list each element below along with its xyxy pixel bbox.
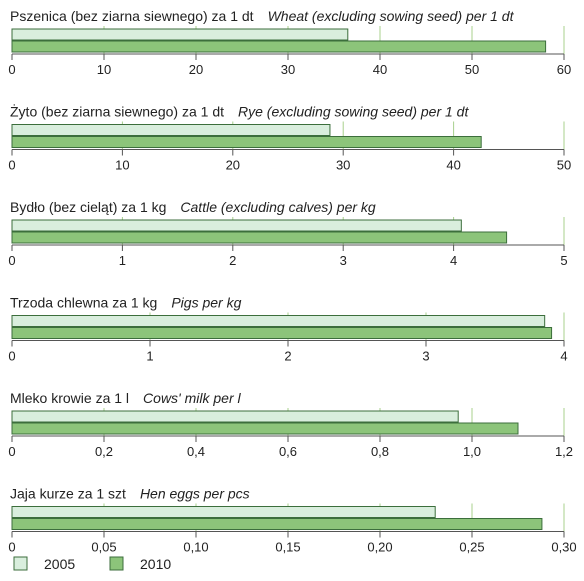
- bar-2005: [11, 506, 436, 518]
- panel-title-pl: Mleko krowie za 1 l: [10, 390, 129, 406]
- tick-label: 0,20: [367, 540, 392, 555]
- legend-label: 2005: [44, 556, 75, 572]
- panel-title-pl: Żyto (bez ziarna siewnego) za 1 dt: [10, 103, 224, 120]
- bar-2010: [11, 422, 519, 435]
- tick-label: 5: [560, 253, 567, 268]
- bar-2010: [11, 136, 482, 148]
- bar-2010: [11, 40, 547, 53]
- tick-label: 4: [450, 253, 457, 268]
- panel-title-pl: Jaja kurze za 1 szt: [10, 486, 126, 502]
- legend-label: 2010: [140, 556, 171, 572]
- legend-swatch-2005: [13, 556, 28, 571]
- tick-label: 0,25: [459, 540, 484, 555]
- tick-label: 0,30: [551, 540, 576, 555]
- tick-label: 60: [557, 62, 571, 77]
- tick-label: 0,05: [91, 540, 116, 555]
- tick-label: 0,4: [187, 444, 205, 459]
- tick-label: 2: [284, 349, 291, 364]
- tick-label: 0: [8, 540, 15, 555]
- tick-label: 2: [229, 253, 236, 268]
- tick-label: 4: [560, 349, 567, 364]
- bar-2005: [11, 410, 459, 423]
- bar-2005: [11, 219, 462, 232]
- tick-label: 40: [446, 158, 460, 173]
- tick-label: 10: [97, 62, 111, 77]
- bar-2005: [11, 124, 331, 136]
- panel-title-en: Cattle (excluding calves) per kg: [180, 199, 376, 215]
- panel-title-en: Rye (excluding sowing seed) per 1 dt: [238, 104, 469, 120]
- bar-2005: [11, 315, 546, 327]
- tick-label: 40: [373, 62, 387, 77]
- tick-label: 1: [119, 253, 126, 268]
- tick-label: 20: [189, 62, 203, 77]
- panel-title-en: Hen eggs per pcs: [140, 486, 250, 502]
- panel-title-pl: Pszenica (bez ziarna siewnego) za 1 dt: [10, 8, 254, 24]
- tick-label: 0,10: [183, 540, 208, 555]
- tick-label: 0: [8, 349, 15, 364]
- tick-label: 0: [8, 444, 15, 459]
- bar-2010: [11, 327, 553, 339]
- bar-2010: [11, 518, 543, 530]
- tick-label: 3: [340, 253, 347, 268]
- panel-title-en: Pigs per kg: [171, 295, 241, 311]
- tick-label: 1,0: [463, 444, 481, 459]
- tick-label: 50: [465, 62, 479, 77]
- tick-label: 0: [8, 158, 15, 173]
- tick-label: 50: [557, 158, 571, 173]
- tick-label: 0: [8, 62, 15, 77]
- panel-title-en: Cows' milk per l: [143, 390, 241, 406]
- panel-title-en: Wheat (excluding sowing seed) per 1 dt: [268, 8, 515, 24]
- tick-label: 0,8: [371, 444, 389, 459]
- bar-2010: [11, 231, 508, 244]
- tick-label: 0,2: [95, 444, 113, 459]
- tick-label: 30: [336, 158, 350, 173]
- tick-label: 1: [146, 349, 153, 364]
- panel-title-pl: Bydło (bez cieląt) za 1 kg: [10, 199, 166, 215]
- tick-label: 10: [115, 158, 129, 173]
- tick-label: 30: [281, 62, 295, 77]
- bar-2005: [11, 28, 349, 41]
- tick-label: 0,6: [279, 444, 297, 459]
- tick-label: 0,15: [275, 540, 300, 555]
- tick-label: 1,2: [555, 444, 573, 459]
- panel-title-pl: Trzoda chlewna za 1 kg: [10, 295, 157, 311]
- legend-swatch-2010: [109, 556, 124, 571]
- tick-label: 3: [422, 349, 429, 364]
- tick-label: 0: [8, 253, 15, 268]
- tick-label: 20: [226, 158, 240, 173]
